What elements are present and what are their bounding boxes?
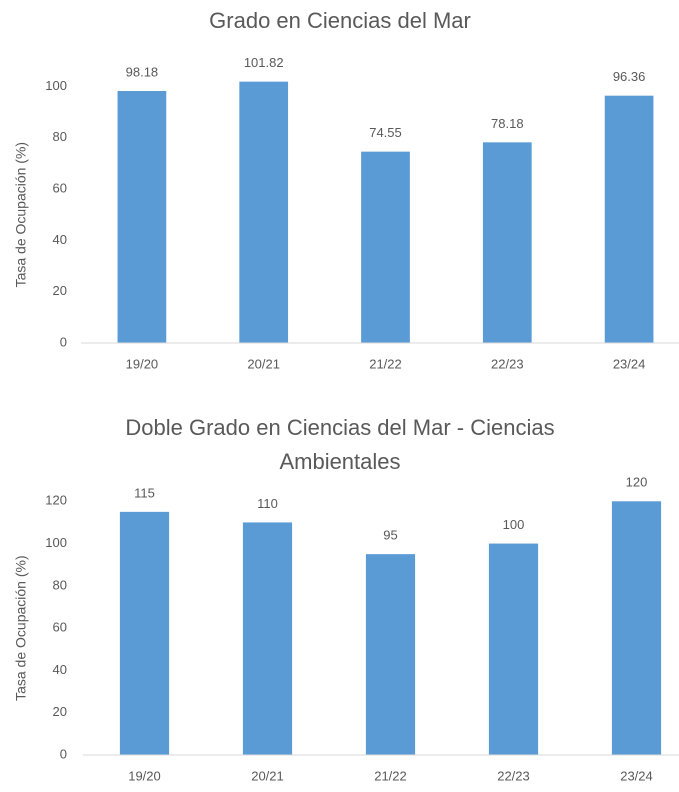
y-tick-label: 60 <box>53 620 67 635</box>
x-tick-label: 23/24 <box>613 356 646 371</box>
y-axis-label: Tasa de Ocupación (%) <box>13 555 29 701</box>
y-tick-label: 20 <box>53 283 67 298</box>
value-label: 98.18 <box>126 64 159 79</box>
x-tick-label: 19/20 <box>128 768 161 783</box>
y-tick-label: 40 <box>53 232 67 247</box>
x-tick-label: 21/22 <box>369 356 402 371</box>
value-label: 115 <box>134 485 155 500</box>
value-label: 96.36 <box>613 69 646 84</box>
bar <box>365 554 416 755</box>
x-tick-label: 22/23 <box>491 356 524 371</box>
y-tick-label: 100 <box>45 535 67 550</box>
y-tick-label: 80 <box>53 129 67 144</box>
chart-title: Grado en Ciencias del Mar <box>209 8 471 33</box>
value-label: 74.55 <box>369 125 402 140</box>
value-label: 120 <box>626 475 648 490</box>
bar <box>361 151 410 343</box>
x-tick-label: 20/21 <box>247 356 280 371</box>
value-label: 110 <box>257 496 278 511</box>
x-tick-label: 21/22 <box>374 768 407 783</box>
y-tick-label: 100 <box>45 78 67 93</box>
x-tick-label: 23/24 <box>620 768 653 783</box>
y-tick-label: 120 <box>45 493 67 508</box>
value-label: 100 <box>503 517 525 532</box>
y-tick-label: 60 <box>53 180 67 195</box>
bar <box>242 522 293 755</box>
bar <box>604 95 654 344</box>
y-tick-label: 0 <box>60 746 67 761</box>
x-tick-label: 20/21 <box>251 768 284 783</box>
y-tick-label: 0 <box>60 334 67 349</box>
bar <box>488 543 539 755</box>
bar <box>119 511 170 755</box>
bar <box>482 142 532 343</box>
bar <box>239 81 289 344</box>
y-axis-label: Tasa de Ocupación (%) <box>13 142 29 288</box>
y-tick-label: 20 <box>53 704 67 719</box>
chart-title: Doble Grado en Ciencias del Mar - Cienci… <box>125 415 555 474</box>
x-tick-label: 22/23 <box>497 768 530 783</box>
value-label: 95 <box>383 528 397 543</box>
value-label: 101.82 <box>244 55 284 70</box>
bar <box>611 501 662 755</box>
y-tick-label: 40 <box>53 662 67 677</box>
bar <box>117 91 167 343</box>
y-tick-label: 80 <box>53 577 67 592</box>
value-label: 78.18 <box>491 116 524 131</box>
x-tick-label: 19/20 <box>126 356 159 371</box>
